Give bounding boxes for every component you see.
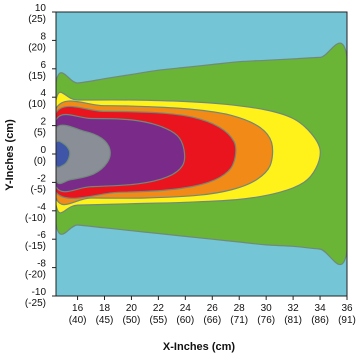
y-tick-label: 4	[40, 88, 46, 99]
x-tick-label-cm: (50)	[123, 315, 141, 326]
x-tick-label-cm: (76)	[257, 315, 275, 326]
contour-region-7	[56, 140, 71, 168]
y-tick-label-cm: (10)	[28, 99, 46, 110]
y-tick-label-cm: (-15)	[25, 241, 46, 252]
y-tick-label: 0	[40, 145, 46, 156]
y-tick-label: -2	[37, 173, 46, 184]
y-tick-label: 8	[40, 31, 46, 42]
x-tick-label: 36	[341, 303, 353, 314]
y-tick-label-cm: (-20)	[25, 270, 46, 281]
x-tick-label: 28	[234, 303, 246, 314]
y-tick-label-cm: (0)	[34, 156, 46, 167]
y-tick-label: 2	[40, 117, 46, 128]
x-tick-label: 26	[207, 303, 219, 314]
y-tick-label: 6	[40, 60, 46, 71]
y-axis-title: Y-Inches (cm)	[4, 119, 16, 191]
x-tick-label-cm: (40)	[69, 315, 87, 326]
y-tick-label: 10	[35, 3, 47, 14]
x-tick-label-cm: (81)	[284, 315, 302, 326]
contour-region-6	[56, 124, 111, 185]
y-tick-label: -8	[37, 259, 46, 270]
x-tick-label: 30	[261, 303, 273, 314]
y-tick-label: -10	[32, 287, 47, 298]
y-tick-label-cm: (5)	[34, 128, 46, 139]
x-tick-label: 24	[180, 303, 192, 314]
y-tick-label-cm: (25)	[28, 14, 46, 25]
x-tick-label-cm: (45)	[96, 315, 114, 326]
y-tick-label: -6	[37, 230, 46, 241]
x-tick-label-cm: (55)	[150, 315, 168, 326]
x-tick-label-cm: (66)	[203, 315, 221, 326]
y-tick-label-cm: (20)	[28, 42, 46, 53]
x-tick-label-cm: (60)	[176, 315, 194, 326]
contour-regions	[56, 42, 347, 266]
axis-ticks: 16(40)18(45)20(50)22(55)24(60)26(66)28(7…	[25, 3, 356, 326]
x-tick-label: 32	[288, 303, 300, 314]
x-tick-label: 34	[315, 303, 327, 314]
y-tick-label-cm: (15)	[28, 71, 46, 82]
x-tick-label: 16	[72, 303, 84, 314]
x-tick-label-cm: (91)	[338, 315, 356, 326]
x-axis-title: X-Inches (cm)	[163, 341, 235, 353]
y-tick-label: -4	[37, 202, 46, 213]
x-tick-label: 22	[153, 303, 165, 314]
y-tick-label-cm: (-25)	[25, 298, 46, 309]
y-tick-label-cm: (-10)	[25, 213, 46, 224]
y-tick-label-cm: (-5)	[30, 184, 46, 195]
x-tick-label-cm: (71)	[230, 315, 248, 326]
x-tick-label-cm: (86)	[311, 315, 329, 326]
x-tick-label: 20	[126, 303, 138, 314]
x-tick-label: 18	[99, 303, 111, 314]
